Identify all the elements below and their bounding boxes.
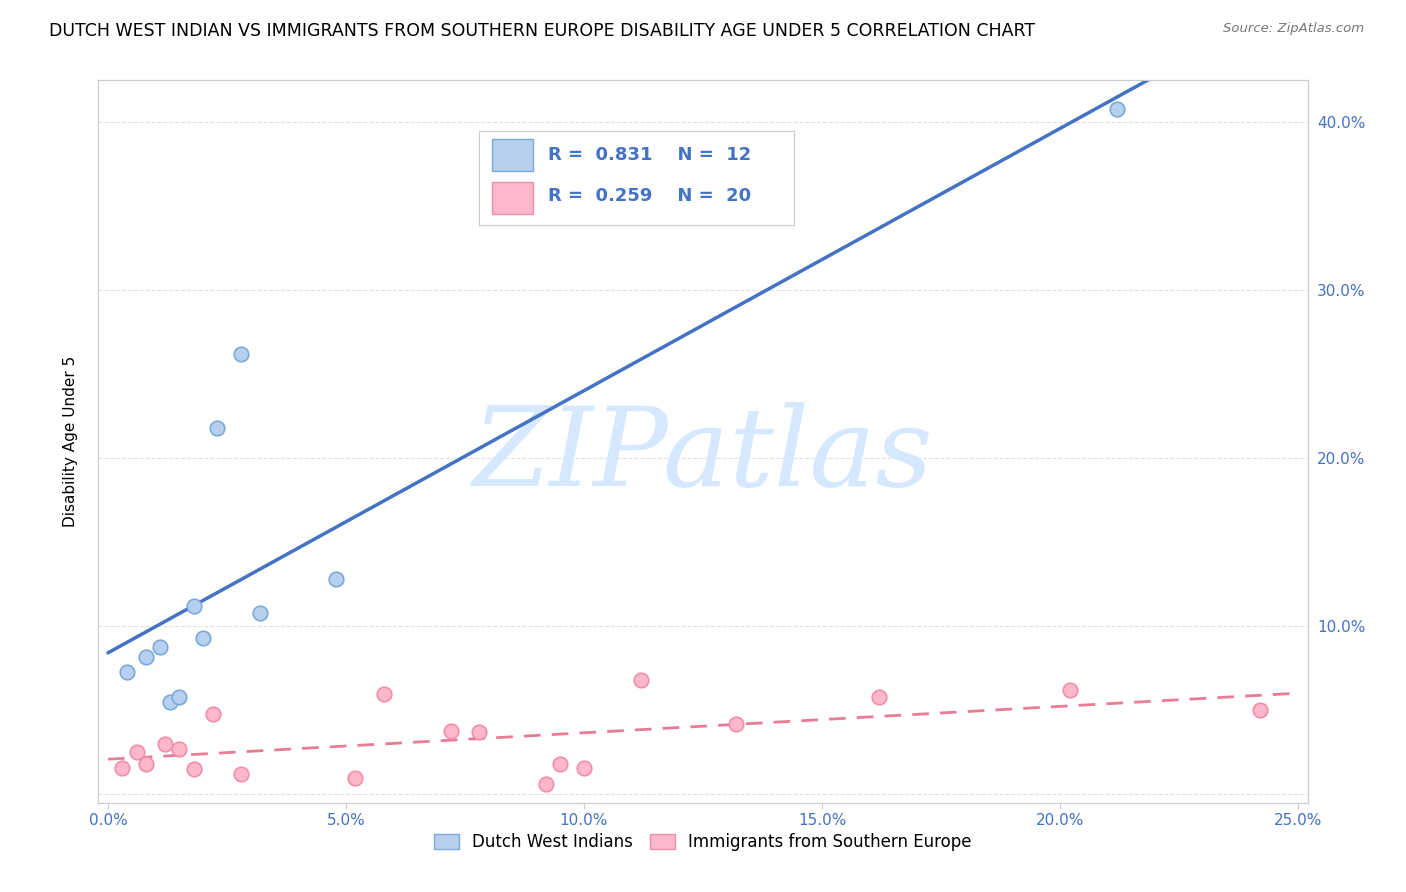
Point [440, 723, 463, 738]
Point [725, 716, 748, 731]
Point [373, 687, 395, 701]
Text: R =  0.831    N =  12: R = 0.831 N = 12 [548, 145, 752, 164]
FancyBboxPatch shape [492, 139, 533, 171]
Point [249, 606, 271, 620]
Point [125, 745, 148, 759]
Point [207, 421, 229, 435]
Point [149, 640, 172, 654]
Text: DUTCH WEST INDIAN VS IMMIGRANTS FROM SOUTHERN EUROPE DISABILITY AGE UNDER 5 CORR: DUTCH WEST INDIAN VS IMMIGRANTS FROM SOU… [49, 22, 1035, 40]
Point [468, 725, 491, 739]
Point [534, 777, 557, 791]
Point [115, 665, 138, 679]
Legend: Dutch West Indians, Immigrants from Southern Europe: Dutch West Indians, Immigrants from Sout… [426, 825, 980, 860]
Point [1059, 683, 1081, 698]
Point [868, 690, 890, 704]
Point [169, 690, 191, 704]
Point [231, 347, 253, 361]
Point [1107, 102, 1129, 116]
Point [111, 760, 134, 774]
Point [231, 767, 253, 781]
Point [183, 599, 205, 614]
Text: Source: ZipAtlas.com: Source: ZipAtlas.com [1223, 22, 1364, 36]
Point [201, 706, 224, 721]
Point [548, 757, 571, 772]
Point [630, 673, 652, 687]
Point [135, 757, 157, 772]
FancyBboxPatch shape [492, 182, 533, 213]
Text: R =  0.259    N =  20: R = 0.259 N = 20 [548, 187, 752, 205]
Point [135, 649, 157, 664]
Y-axis label: Disability Age Under 5: Disability Age Under 5 [63, 356, 77, 527]
Point [169, 742, 191, 756]
Point [572, 760, 595, 774]
Point [183, 762, 205, 776]
Point [325, 572, 347, 586]
Point [344, 771, 367, 785]
Point [1249, 703, 1271, 717]
Point [159, 695, 181, 709]
Point [153, 737, 176, 751]
Point [191, 631, 214, 645]
Text: ZIPatlas: ZIPatlas [472, 402, 934, 509]
